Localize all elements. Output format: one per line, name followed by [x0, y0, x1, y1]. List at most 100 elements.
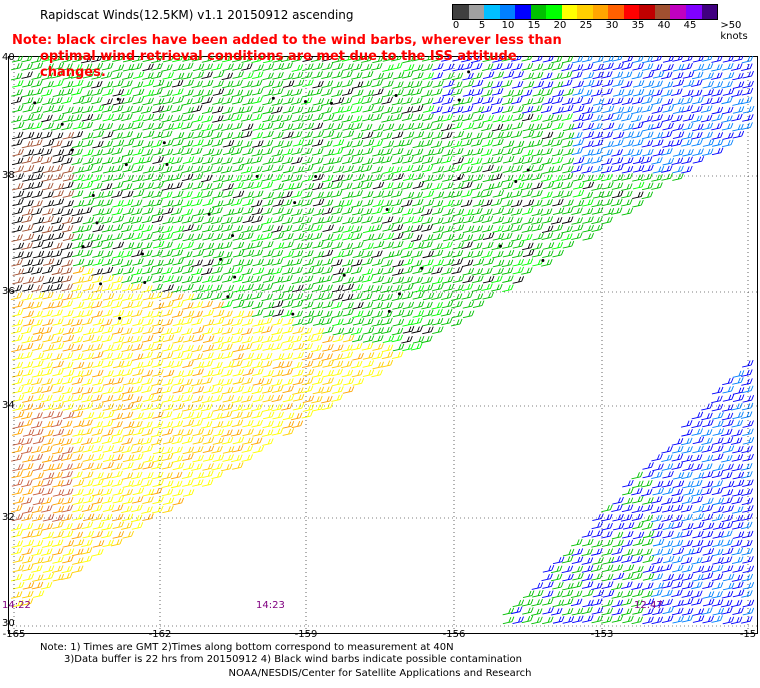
wind-barb — [601, 131, 614, 139]
wind-barb — [442, 72, 454, 81]
wind-barb — [392, 309, 405, 318]
wind-barb — [722, 480, 735, 489]
wind-barb — [242, 191, 254, 199]
wind-barb — [272, 353, 285, 361]
wind-barb — [382, 166, 395, 174]
wind-barb — [592, 513, 604, 522]
wind-barb — [201, 190, 213, 198]
wind-barb — [591, 139, 604, 148]
wind-barb — [552, 599, 565, 608]
wind-barb — [612, 79, 624, 87]
wind-barb — [661, 454, 673, 463]
wind-barb — [351, 132, 364, 140]
wind-barb — [391, 113, 403, 122]
wind-barb — [410, 259, 423, 268]
wind-barb — [730, 599, 743, 608]
wind-barb — [61, 225, 74, 233]
wind-barb — [502, 71, 515, 79]
wind-barb — [92, 130, 105, 139]
wind-barb — [102, 411, 115, 419]
wind-barb — [181, 208, 193, 217]
wind-barb — [61, 259, 73, 268]
wind-barb — [52, 190, 64, 198]
wind-barb — [540, 208, 553, 216]
wind-barb — [612, 513, 624, 522]
wind-barb — [301, 385, 314, 393]
wind-barb — [461, 113, 474, 122]
wind-barb — [142, 513, 154, 521]
wind-barb — [101, 62, 114, 71]
wind-barb — [741, 530, 754, 539]
wind-barb — [631, 487, 643, 496]
wind-barb — [341, 56, 353, 62]
wind-barb — [451, 190, 463, 198]
wind-barb — [62, 190, 75, 198]
wind-barb — [652, 463, 664, 472]
wind-barb — [332, 62, 344, 71]
wind-barb — [732, 471, 745, 480]
wind-barb — [280, 114, 293, 123]
wind-barb — [52, 183, 65, 191]
wind-barb — [332, 386, 344, 394]
wind-barb — [441, 97, 454, 105]
wind-barb — [182, 293, 195, 302]
wind-barb — [702, 497, 714, 506]
wind-barb — [71, 410, 84, 419]
wind-barb — [592, 191, 605, 199]
wind-barb — [72, 56, 84, 63]
wind-barb — [81, 164, 94, 173]
wind-barb — [301, 293, 313, 301]
wind-barb — [402, 242, 415, 250]
wind-barb — [581, 106, 594, 115]
wind-barb — [102, 283, 114, 292]
wind-barb — [91, 462, 103, 471]
wind-barb — [401, 149, 413, 157]
wind-barb — [252, 319, 264, 327]
wind-barb — [742, 420, 754, 428]
wind-barb — [221, 216, 233, 225]
wind-barb — [391, 351, 404, 359]
wind-barb — [291, 276, 304, 285]
wind-barb — [272, 292, 285, 301]
wind-barb — [141, 215, 154, 224]
wind-barb — [501, 56, 513, 62]
wind-barb — [182, 411, 195, 420]
wind-barb — [582, 232, 594, 241]
wind-barb — [692, 156, 705, 164]
wind-barb — [141, 301, 154, 309]
wind-barb — [51, 353, 63, 361]
wind-barb — [741, 471, 753, 479]
wind-barb — [182, 56, 194, 62]
wind-barb — [92, 521, 105, 530]
wind-barb — [522, 217, 535, 225]
wind-barb — [310, 56, 322, 63]
wind-barb — [601, 530, 613, 539]
wind-barb — [682, 488, 695, 496]
wind-barb — [122, 207, 135, 216]
wind-barb — [500, 191, 513, 200]
wind-barb — [541, 216, 554, 224]
wind-barb — [722, 445, 735, 453]
wind-barb — [121, 105, 133, 114]
wind-barb — [651, 573, 664, 581]
wind-barb — [141, 140, 154, 149]
wind-barb — [402, 343, 414, 352]
wind-barb — [651, 514, 663, 523]
wind-barb — [212, 56, 224, 63]
wind-barb — [401, 225, 414, 234]
wind-barb — [262, 56, 275, 64]
wind-barb — [721, 530, 733, 538]
wind-barb — [92, 140, 104, 149]
wind-barb — [461, 234, 474, 242]
wind-barb — [82, 293, 94, 301]
wind-barb — [422, 326, 434, 335]
wind-barb — [141, 224, 154, 233]
wind-barb — [711, 386, 724, 395]
wind-barb — [31, 207, 43, 216]
wind-barb — [22, 395, 34, 403]
wind-barb — [491, 165, 503, 174]
wind-barb — [11, 377, 24, 385]
wind-barb — [532, 589, 544, 598]
wind-barb — [681, 504, 693, 513]
wind-barb — [202, 369, 214, 378]
